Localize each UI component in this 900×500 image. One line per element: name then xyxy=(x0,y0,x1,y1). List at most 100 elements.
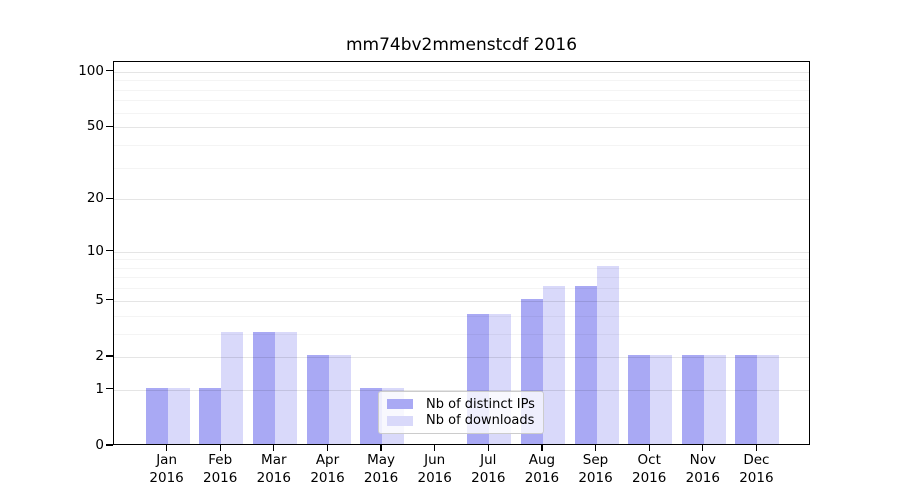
x-tick-label-month: Jun xyxy=(424,452,446,468)
x-tick-label: Jun 2016 xyxy=(403,452,467,487)
minor-gridline xyxy=(114,89,809,91)
legend: Nb of distinct IPs Nb of downloads xyxy=(378,391,544,434)
bar-downloads xyxy=(596,265,619,444)
x-tick-label: Mar 2016 xyxy=(242,452,306,487)
x-tick-mark xyxy=(434,445,436,451)
major-gridline xyxy=(114,389,809,391)
x-tick-label-year: 2016 xyxy=(471,469,506,486)
x-tick-mark xyxy=(755,445,758,451)
x-tick-label-year: 2016 xyxy=(685,469,720,486)
x-tick-mark xyxy=(273,445,275,451)
bar-downloads xyxy=(167,387,190,444)
bar-distinct-ips xyxy=(252,331,275,444)
bar-distinct-ips xyxy=(145,387,168,444)
x-tick-label-month: Apr xyxy=(315,452,340,468)
minor-gridline xyxy=(114,144,809,146)
x-tick-label-year: 2016 xyxy=(578,469,613,486)
x-tick-label: Sep 2016 xyxy=(564,452,628,487)
minor-gridline xyxy=(114,80,809,82)
bar-distinct-ips xyxy=(199,387,222,444)
x-tick-label-month: Jan xyxy=(156,452,177,468)
y-tick-label: 100 xyxy=(78,62,104,79)
x-tick-label-year: 2016 xyxy=(256,469,291,486)
major-gridline xyxy=(114,71,809,73)
y-tick-label: 10 xyxy=(86,242,104,259)
x-tick-label-year: 2016 xyxy=(632,469,667,486)
x-tick-label-month: Jul xyxy=(480,452,497,468)
x-tick-label-month: May xyxy=(367,452,396,468)
x-tick-mark xyxy=(165,445,168,451)
bar-downloads xyxy=(328,354,351,444)
legend-row: Nb of distinct IPs xyxy=(387,396,535,413)
bar-distinct-ips xyxy=(306,354,329,444)
y-tick-mark xyxy=(106,355,113,357)
x-tick-label-month: Mar xyxy=(261,452,287,468)
y-tick-label: 2 xyxy=(95,347,104,364)
major-gridline xyxy=(114,300,809,302)
x-tick-label: Jul 2016 xyxy=(456,452,520,487)
x-tick-label-year: 2016 xyxy=(310,469,345,486)
minor-gridline xyxy=(114,100,809,102)
y-tick-label: 50 xyxy=(86,118,104,135)
x-tick-mark xyxy=(541,445,543,451)
y-tick-label: 0 xyxy=(95,437,104,453)
minor-gridline xyxy=(114,315,809,317)
y-tick-label: 5 xyxy=(95,291,104,308)
minor-gridline xyxy=(114,267,809,269)
y-tick-label: 20 xyxy=(86,190,104,207)
bar-downloads xyxy=(274,331,297,444)
minor-gridline xyxy=(114,277,809,279)
x-tick-label: May 2016 xyxy=(349,452,413,487)
x-tick-label: Apr 2016 xyxy=(296,452,360,487)
x-tick-label-month: Oct xyxy=(637,452,661,468)
major-gridline xyxy=(114,199,809,201)
y-tick-mark xyxy=(106,299,113,301)
y-tick-mark xyxy=(106,388,113,390)
x-tick-label-year: 2016 xyxy=(417,469,452,486)
y-tick-mark xyxy=(106,70,113,72)
major-gridline xyxy=(114,251,809,253)
x-tick-label: Feb 2016 xyxy=(188,452,252,487)
x-tick-mark xyxy=(219,445,221,451)
x-tick-label-year: 2016 xyxy=(524,469,560,486)
bar-distinct-ips xyxy=(735,354,758,444)
chart-title: mm74bv2mmenstcdf 2016 xyxy=(345,35,578,55)
bar-distinct-ips xyxy=(360,387,383,444)
y-tick-mark xyxy=(106,125,113,127)
bar-downloads xyxy=(757,354,780,444)
x-tick-label: Nov 2016 xyxy=(671,452,735,487)
y-tick-mark xyxy=(106,249,113,252)
x-tick-label-month: Nov xyxy=(689,452,716,468)
legend-swatch-distinct-ips xyxy=(387,399,413,410)
bar-distinct-ips xyxy=(574,286,597,444)
plot-area xyxy=(113,61,810,445)
x-tick-label: Jan 2016 xyxy=(135,452,199,487)
bar-downloads xyxy=(221,331,244,444)
minor-gridline xyxy=(114,259,809,261)
x-tick-label-year: 2016 xyxy=(149,469,184,486)
legend-row: Nb of downloads xyxy=(387,413,535,430)
legend-label: Nb of distinct IPs xyxy=(426,396,535,412)
x-tick-label: Dec 2016 xyxy=(724,452,788,487)
x-tick-label-month: Aug xyxy=(528,452,556,468)
y-tick-mark xyxy=(106,197,113,199)
x-tick-label: Aug 2016 xyxy=(510,452,574,487)
x-tick-mark xyxy=(702,445,704,451)
x-tick-label: Oct 2016 xyxy=(617,452,681,487)
minor-gridline xyxy=(114,112,809,114)
x-tick-label-year: 2016 xyxy=(739,469,774,486)
y-tick-mark xyxy=(106,444,113,446)
legend-label: Nb of downloads xyxy=(426,413,535,429)
x-tick-label-year: 2016 xyxy=(363,469,399,486)
minor-gridline xyxy=(114,167,809,169)
bar-downloads xyxy=(703,354,726,444)
x-tick-mark xyxy=(487,445,489,451)
x-tick-label-year: 2016 xyxy=(203,469,238,486)
x-tick-label-month: Feb xyxy=(208,452,233,468)
bar-distinct-ips xyxy=(628,354,651,444)
minor-gridline xyxy=(114,333,809,335)
x-tick-mark xyxy=(594,445,597,451)
minor-gridline xyxy=(114,288,809,290)
bar-downloads xyxy=(650,354,673,444)
